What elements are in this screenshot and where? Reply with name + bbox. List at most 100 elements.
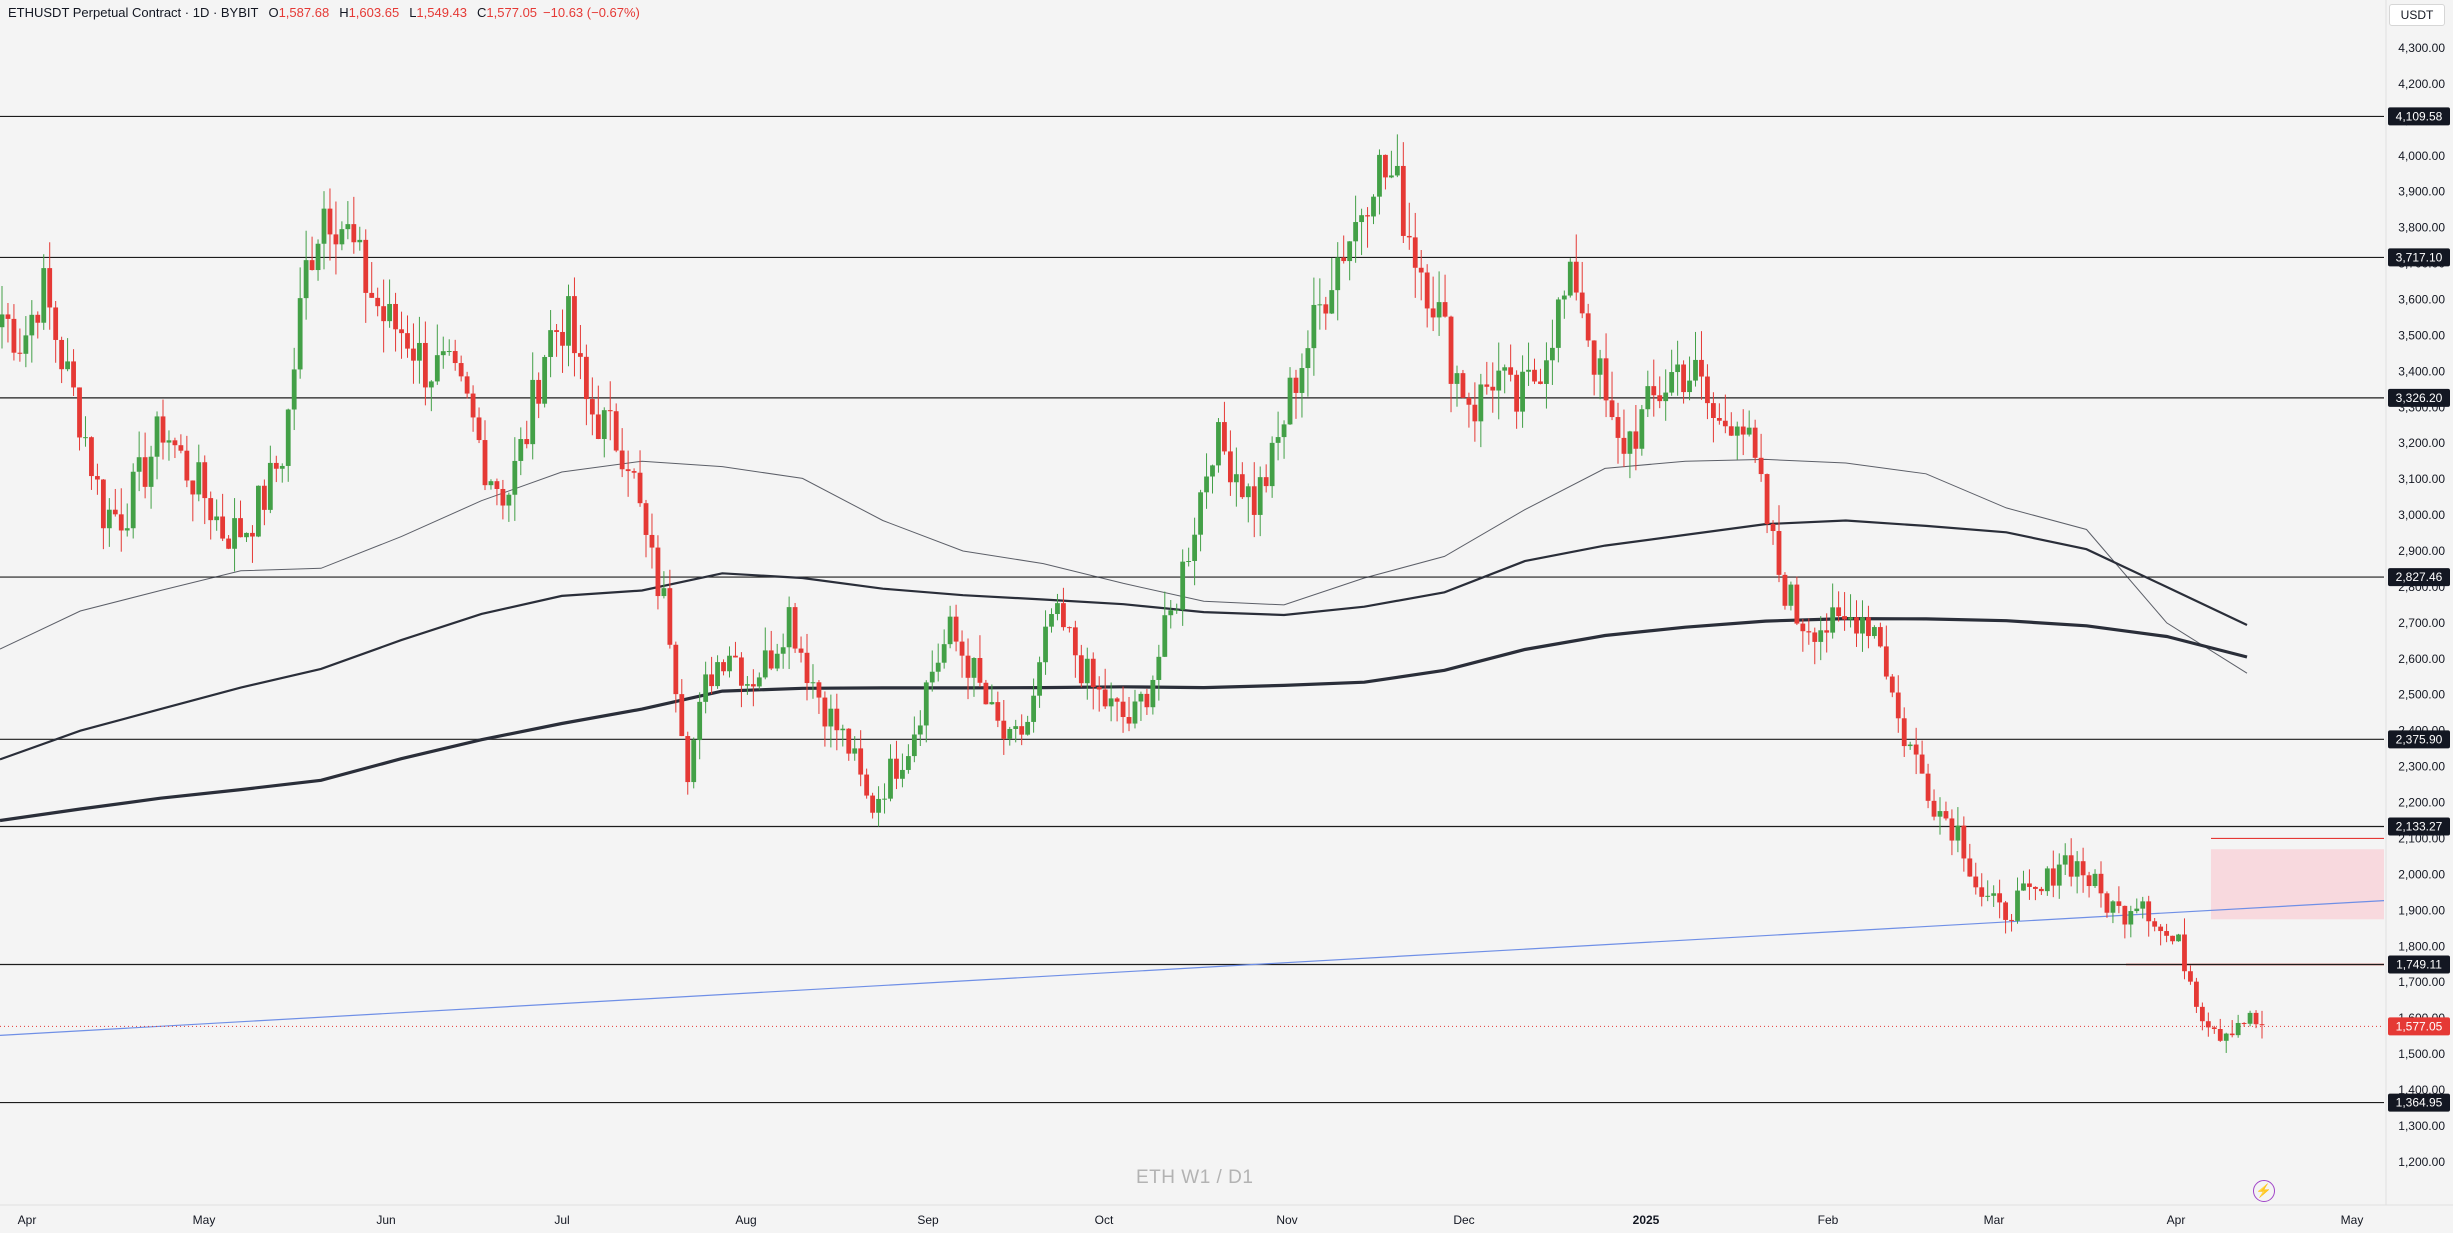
price-tick-label: 1,800.00 <box>2398 939 2445 953</box>
candle-body <box>154 416 160 457</box>
candle-body <box>715 662 720 687</box>
currency-button[interactable]: USDT <box>2389 4 2445 26</box>
candle-body <box>852 748 858 754</box>
candle-body <box>1764 474 1770 524</box>
candle-body <box>71 361 76 388</box>
price-axis: 1,200.001,300.001,400.001,500.001,600.00… <box>2385 0 2453 1233</box>
candle-body <box>118 514 124 531</box>
candle-body <box>434 355 440 382</box>
candle-body <box>536 379 542 404</box>
candle-body <box>261 485 267 510</box>
candle-body <box>846 728 852 754</box>
candle-body <box>2158 926 2164 932</box>
candle-body <box>1406 235 1412 238</box>
candle-body <box>1651 386 1657 396</box>
candle-body <box>2170 935 2175 942</box>
candle-body <box>1108 698 1114 707</box>
change-value: −10.63 (−0.67%) <box>543 5 640 20</box>
candle-body <box>1526 369 1531 372</box>
candle-body <box>250 532 255 537</box>
candle-body <box>661 588 667 597</box>
symbol-title[interactable]: ETHUSDT Perpetual Contract · 1D · BYBIT <box>8 5 259 20</box>
candle-body <box>279 465 285 469</box>
candle-body <box>691 740 697 783</box>
candle-body <box>1675 364 1681 373</box>
candle-body <box>142 457 148 487</box>
candle-body <box>220 516 226 539</box>
level-price-tag-bg <box>2388 248 2450 267</box>
candle-body <box>1013 726 1019 729</box>
candle-body <box>1090 658 1096 688</box>
moving-average-line <box>0 458 2248 674</box>
candle-body <box>1037 662 1042 696</box>
candle-body <box>2009 919 2014 921</box>
low-label: L <box>409 5 417 20</box>
candle-body <box>595 414 601 439</box>
high-label: H <box>339 5 349 20</box>
price-tick-label: 2,900.00 <box>2398 544 2445 558</box>
candle-body <box>721 662 726 672</box>
candle-body <box>1424 272 1430 309</box>
level-price-tag: 3,326.20 <box>2396 391 2443 405</box>
price-tick-label: 4,200.00 <box>2398 77 2445 91</box>
candle-body <box>1263 477 1269 487</box>
candle-body <box>929 671 935 683</box>
candle-body <box>1949 818 1955 841</box>
candle-body <box>1776 531 1782 575</box>
candle-body <box>733 655 738 658</box>
candle-body <box>1794 584 1800 624</box>
candle-body <box>2164 931 2169 936</box>
candle-body <box>1532 369 1537 382</box>
candle-body <box>500 488 506 506</box>
candle-body <box>977 657 983 683</box>
candle-body <box>172 440 178 446</box>
close-value: 1,577.05 <box>486 5 538 20</box>
candle-body <box>1669 372 1675 393</box>
candle-body <box>1925 773 1931 801</box>
level-price-tag-bg <box>2388 1093 2450 1112</box>
candle-body <box>1901 718 1907 747</box>
candle-body <box>2176 934 2181 942</box>
candle-body <box>834 708 840 731</box>
level-price-tag-bg <box>2388 955 2450 974</box>
candle-body <box>2122 905 2128 925</box>
candle-body <box>1782 574 1788 606</box>
candle-body <box>1752 427 1758 458</box>
price-tick-label: 1,500.00 <box>2398 1047 2445 1061</box>
candle-body <box>524 439 530 445</box>
candle-body <box>130 471 136 529</box>
candle-body <box>178 445 184 451</box>
horizontal-levels-layer <box>0 115 2384 1104</box>
candle-body <box>1412 237 1418 268</box>
level-price-tag: 1,749.11 <box>2396 958 2442 972</box>
candle-body <box>1198 492 1203 535</box>
candle-body <box>100 479 106 529</box>
candle-body <box>136 457 142 472</box>
candle-body <box>965 655 971 678</box>
candle-body <box>1448 316 1454 384</box>
candle-body <box>1854 617 1859 634</box>
candle-body <box>2128 911 2134 925</box>
level-price-tag: 2,375.90 <box>2396 732 2443 746</box>
price-tick-label: 2,300.00 <box>2398 760 2445 774</box>
candle-body <box>2062 855 2068 865</box>
candle-body <box>1341 257 1347 262</box>
candle-body <box>375 297 381 307</box>
candle-body <box>1663 392 1669 402</box>
candle-body <box>315 243 321 271</box>
price-tick-label: 1,200.00 <box>2398 1155 2445 1169</box>
candle-body <box>1681 364 1686 393</box>
lightning-icon[interactable]: ⚡ <box>2253 1180 2275 1202</box>
candle-body <box>1639 409 1645 449</box>
candle-body <box>1770 523 1776 532</box>
candle-body <box>959 641 965 656</box>
candle-body <box>1621 437 1627 454</box>
price-tick-label: 2,500.00 <box>2398 688 2445 702</box>
candle-body <box>464 376 470 394</box>
candle-body <box>1937 811 1943 817</box>
price-tick-label: 1,900.00 <box>2398 903 2445 917</box>
candle-body <box>578 353 583 357</box>
candle-body <box>1872 627 1877 637</box>
trendline-layer <box>0 900 2385 1036</box>
